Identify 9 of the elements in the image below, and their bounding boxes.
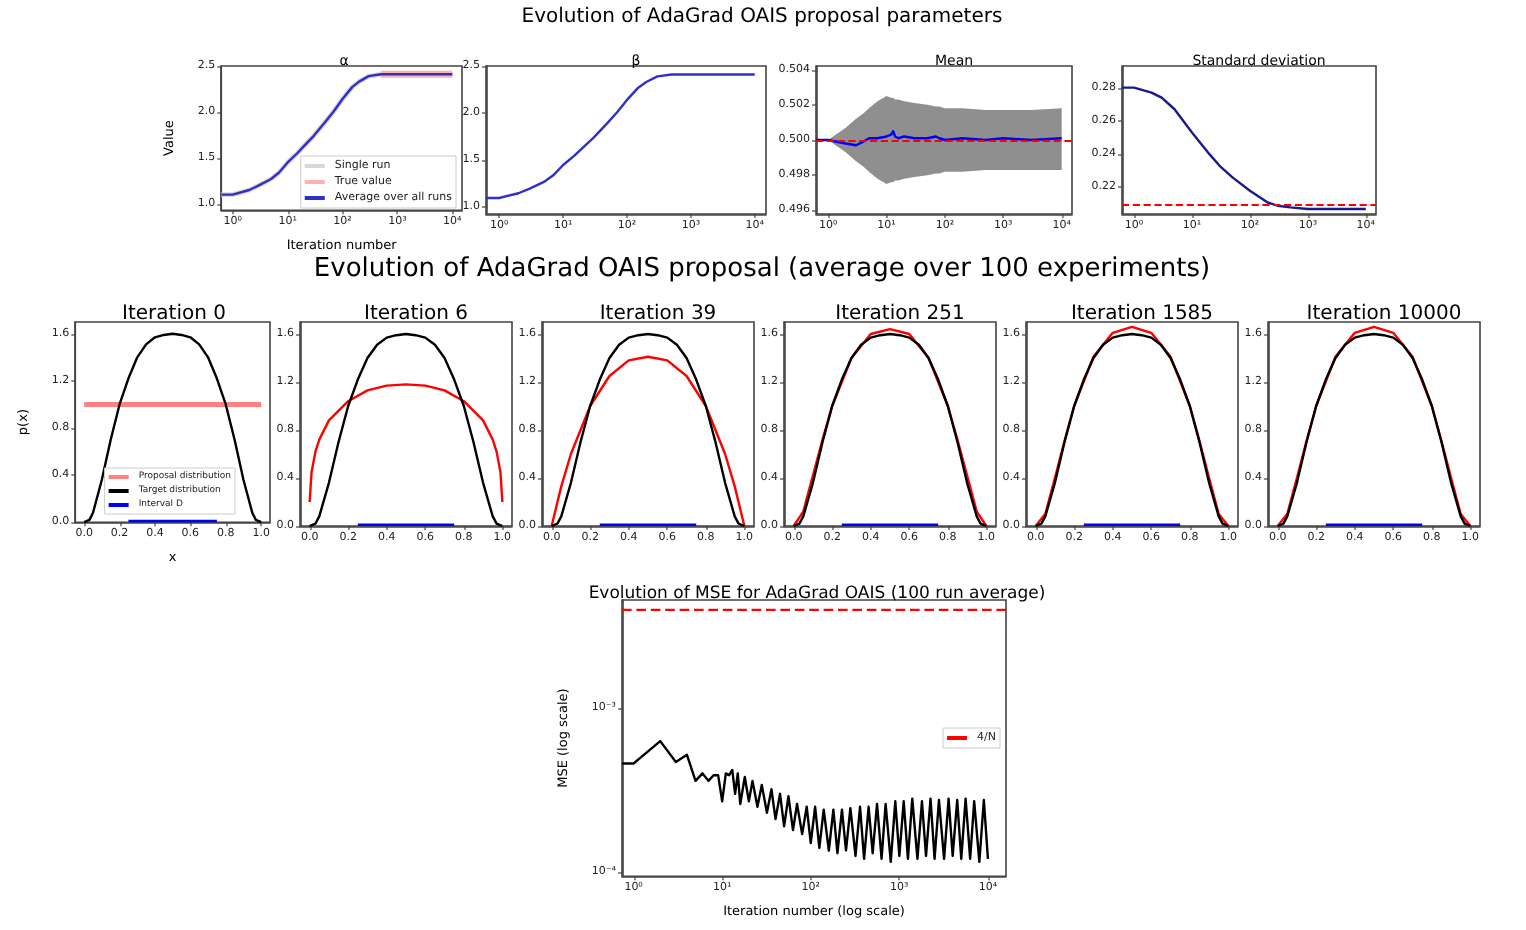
chart-title: Iteration 39 bbox=[599, 303, 717, 325]
text: Evolution of AdaGrad OAIS proposal parameters bbox=[521, 6, 1003, 28]
chart-title: Iteration 6 bbox=[364, 303, 468, 325]
chart-title: Evolution of MSE for AdaGrad OAIS (100 run average) bbox=[588, 584, 1046, 604]
chart-title: Iteration 1585 bbox=[1070, 303, 1214, 325]
chart-title: Iteration 251 bbox=[835, 303, 965, 325]
text: Evolution of AdaGrad OAIS proposal (average over 100 experiments) bbox=[313, 254, 1211, 284]
chart-title: Iteration 0 bbox=[122, 303, 226, 325]
chart-title: Iteration 10000 bbox=[1306, 303, 1462, 325]
